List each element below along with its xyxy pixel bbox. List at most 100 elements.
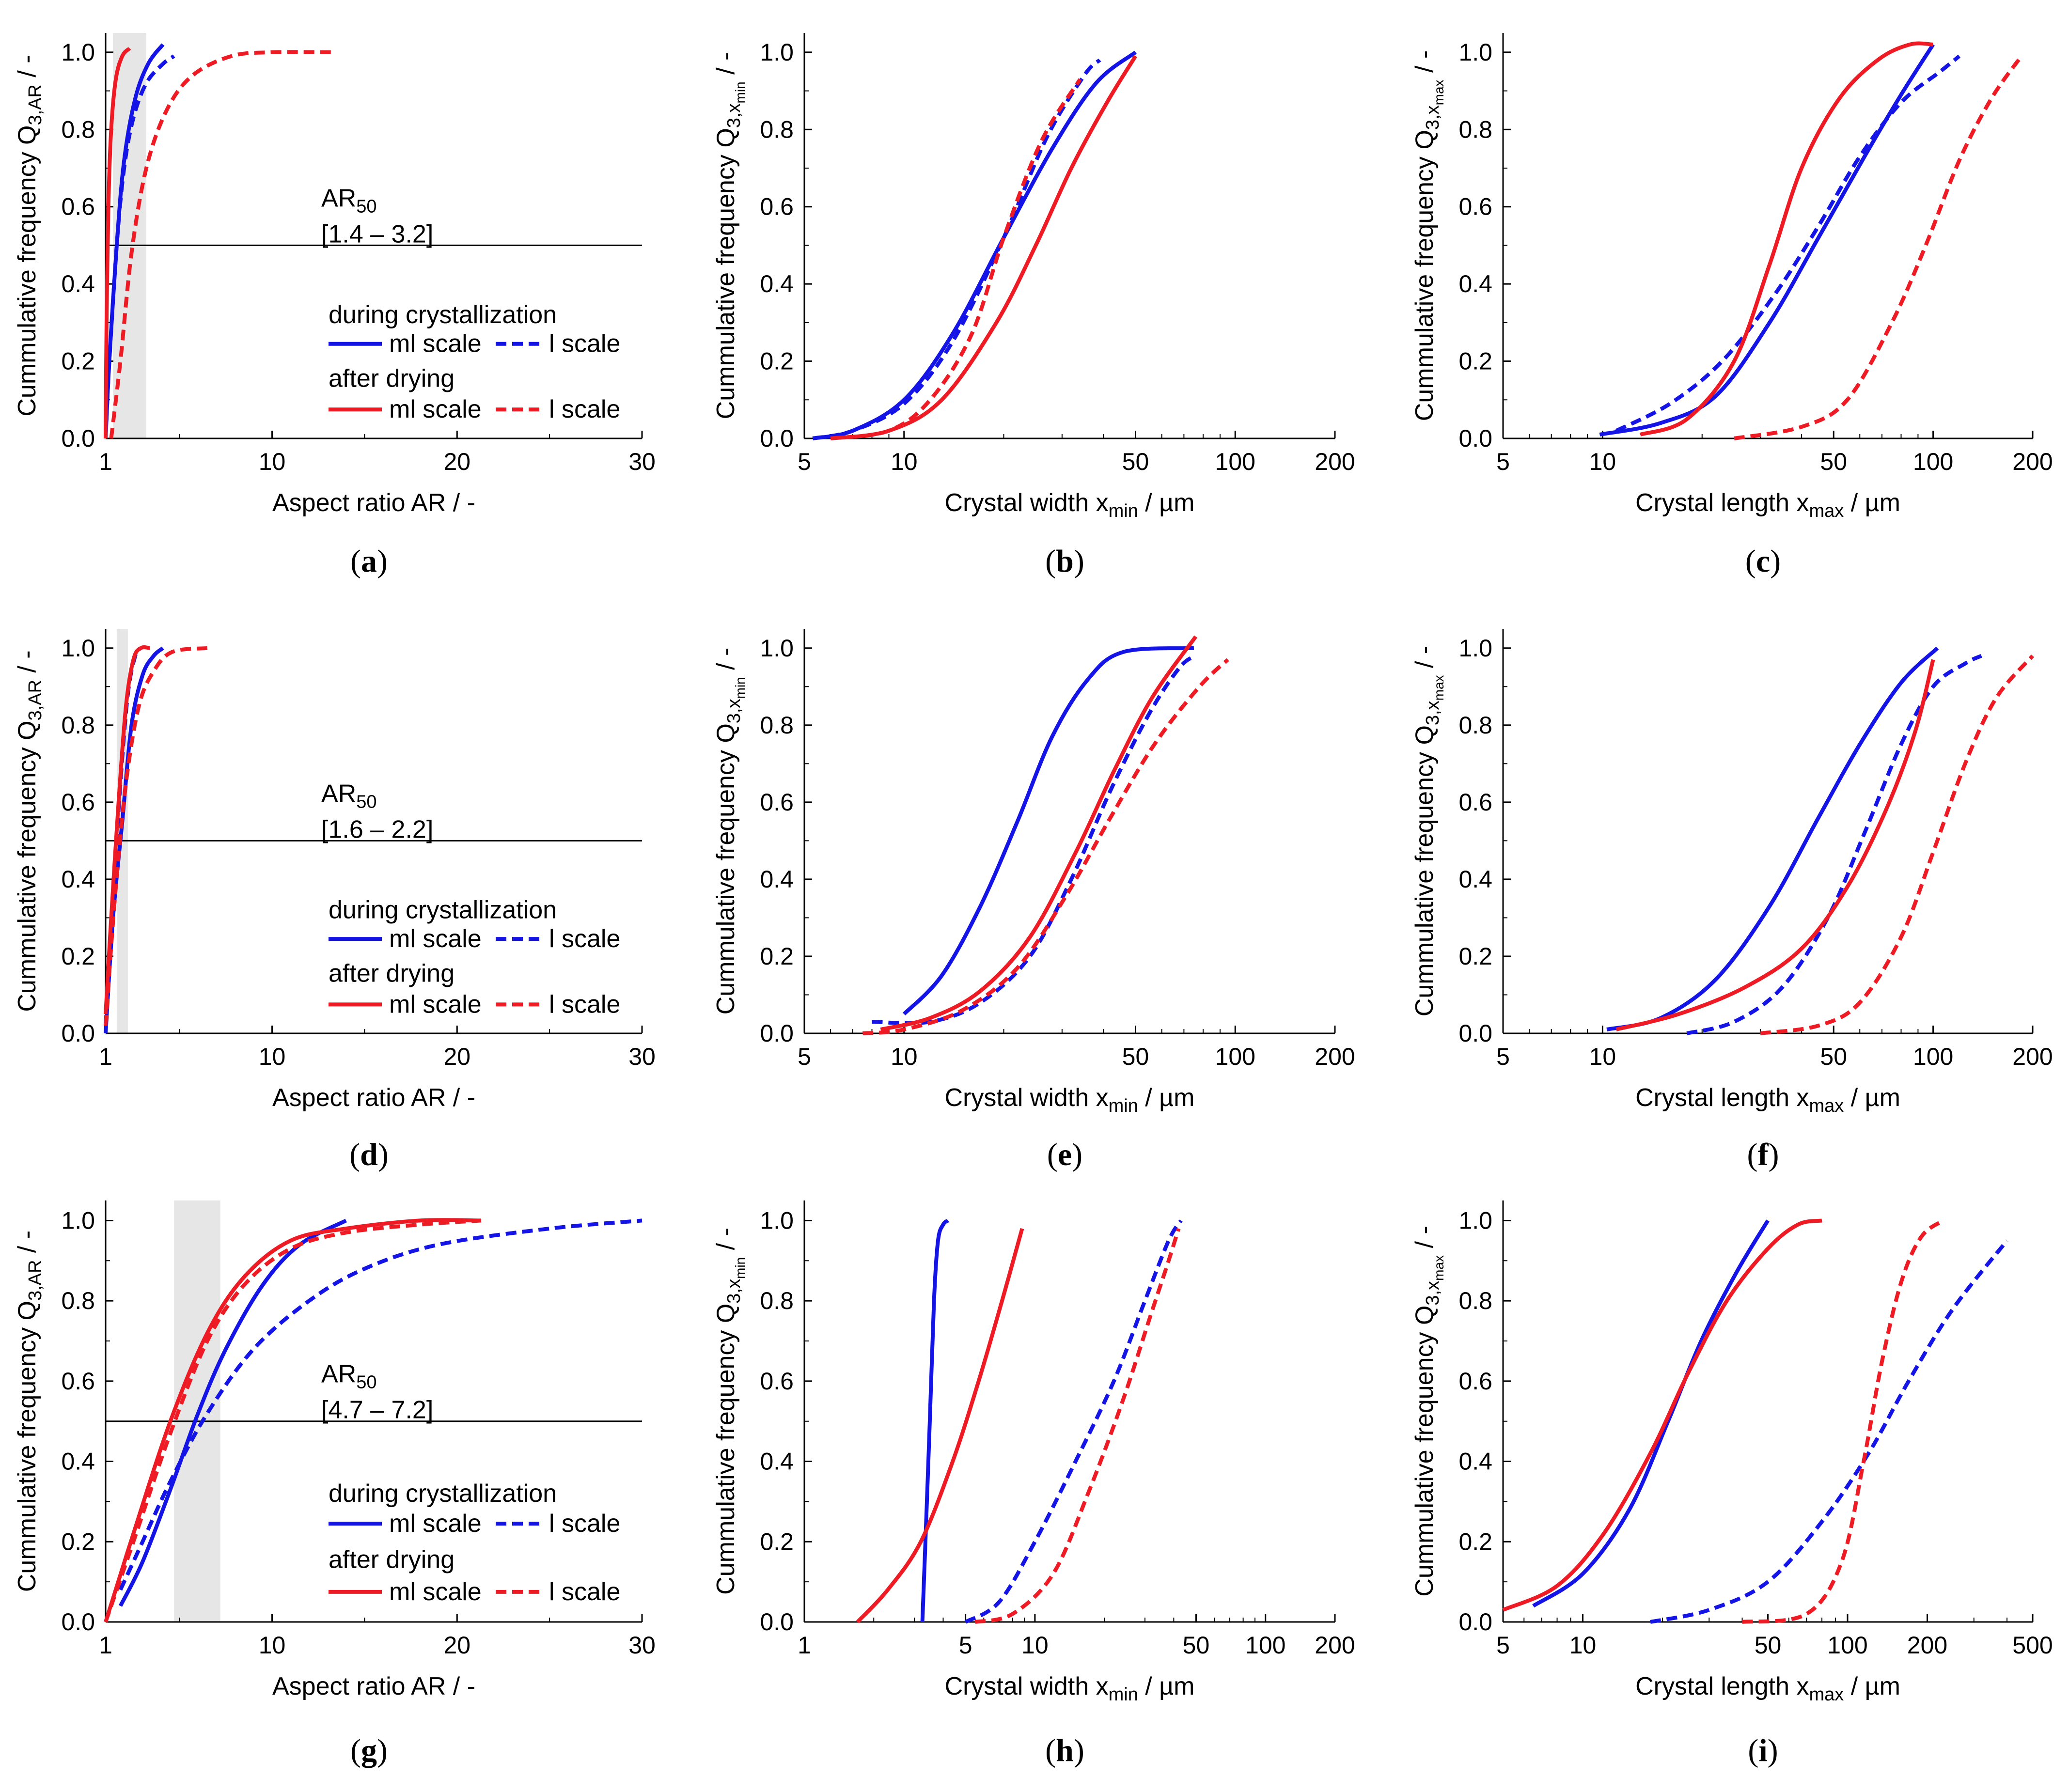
- y-tick-label: 0.2: [61, 943, 95, 970]
- x-axis-title-main: Crystal width x: [945, 1672, 1109, 1700]
- panel-label-close: ): [1074, 1733, 1084, 1768]
- series-line-blue-dashed: [118, 1218, 643, 1591]
- y-axis-title-tail: / -: [712, 648, 740, 677]
- y-axis-title: Cummulative frequency Q3,AR / -: [13, 650, 46, 1012]
- legend-label-ml: ml scale: [389, 395, 482, 423]
- panel-label-letter: g: [361, 1733, 377, 1768]
- x-tick-label: 10: [1589, 1043, 1616, 1070]
- chart-panel-g: 0.0 0.2 0.4 0.6 0.8 1.0 1 10 20 30 Aspect ratio AR…: [13, 1200, 656, 1768]
- x-tick-label: 10: [1569, 1632, 1597, 1659]
- y-tick-label: 0.8: [760, 116, 794, 143]
- y-axis-title-tail: / -: [13, 650, 41, 680]
- x-axis-title: Crystal width xmin / µm: [945, 1084, 1195, 1116]
- x-axis-title: Crystal width xmin / µm: [945, 489, 1195, 521]
- x-tick-label: 50: [1820, 448, 1847, 475]
- x-tick-label: 1: [99, 448, 112, 475]
- y-axis-title-main: Cummulative frequency Q: [13, 125, 41, 417]
- ar50-label: AR50: [321, 1360, 377, 1393]
- panel-label-letter: f: [1758, 1137, 1769, 1172]
- y-axis-title-sub2: max: [1431, 79, 1446, 105]
- panel-label: (a): [350, 544, 388, 579]
- panel-label: (e): [1047, 1137, 1082, 1172]
- x-tick-label: 200: [1907, 1632, 1947, 1659]
- panel-label: (f): [1747, 1137, 1779, 1172]
- ar50-sub: 50: [356, 1372, 376, 1393]
- x-tick-label: 30: [628, 1043, 656, 1070]
- x-tick-label: 50: [1755, 1632, 1782, 1659]
- x-tick-label: 1: [798, 1632, 811, 1659]
- x-tick-label: 5: [798, 448, 811, 475]
- y-tick-label: 0.8: [61, 712, 95, 739]
- series-line-red-solid: [1502, 1218, 1822, 1612]
- y-tick-label: 0.0: [61, 1020, 95, 1047]
- x-axis-title-tail: / µm: [1844, 489, 1900, 517]
- panel-label-open: (: [1748, 1733, 1758, 1768]
- chart-panel-e: 0.0 0.2 0.4 0.6 0.8 1.0 5 10 50 100 200 Crystal wid…: [712, 629, 1355, 1172]
- x-tick-label: 200: [2012, 1043, 2053, 1070]
- y-tick-label: 1.0: [1458, 635, 1492, 662]
- series-line-blue-solid: [118, 1218, 347, 1607]
- y-tick-label: 0.4: [61, 1448, 95, 1475]
- series-line-red-dashed: [109, 50, 331, 439]
- x-tick-label: 10: [891, 448, 918, 475]
- panel-label: (i): [1748, 1733, 1778, 1768]
- y-tick-label: 0.6: [1458, 1368, 1492, 1395]
- x-tick-label: 1: [99, 1043, 112, 1070]
- legend-group-during: during crystallization: [329, 1480, 557, 1508]
- panel-label-close: ): [1768, 1137, 1779, 1172]
- y-tick-label: 0.8: [1458, 116, 1492, 143]
- series-line-red-dashed: [1734, 55, 2023, 440]
- x-tick-label: 20: [443, 448, 470, 475]
- x-tick-label: 10: [259, 1043, 286, 1070]
- x-tick-label: 10: [259, 1632, 286, 1659]
- ar50-range: [1.6 – 2.2]: [321, 815, 433, 843]
- x-axis-title-main: Crystal length x: [1635, 1084, 1809, 1112]
- y-axis-title: Cummulative frequency Q3,xmin / -: [712, 1228, 748, 1595]
- y-axis-title-tail: / -: [712, 52, 740, 82]
- series-line-red-dashed: [1760, 654, 2035, 1035]
- series-line-red-solid: [104, 645, 151, 1014]
- panel-label-open: (: [1045, 1733, 1056, 1768]
- x-tick-label: 100: [1913, 1043, 1953, 1070]
- series-line-blue-dashed: [1650, 1239, 2009, 1624]
- y-tick-label: 0.8: [1458, 1287, 1492, 1314]
- y-tick-label: 0.0: [1458, 425, 1492, 452]
- x-tick-label: 5: [798, 1043, 811, 1070]
- x-axis-title-sub: max: [1809, 1096, 1844, 1116]
- series-line-blue-solid: [812, 50, 1137, 440]
- series-line-blue-solid: [1599, 43, 1935, 436]
- x-axis-title: Crystal width xmin / µm: [945, 1672, 1195, 1705]
- y-tick-label: 0.2: [61, 348, 95, 375]
- x-tick-label: 500: [2012, 1632, 2053, 1659]
- y-tick-label: 1.0: [760, 39, 794, 66]
- panel-label-open: (: [1747, 1137, 1758, 1172]
- x-tick-label: 10: [1021, 1632, 1049, 1659]
- x-tick-label: 5: [959, 1632, 972, 1659]
- y-tick-label: 1.0: [1458, 39, 1492, 66]
- y-axis-title-sub2: min: [733, 677, 748, 699]
- legend-group-after: after drying: [329, 1546, 455, 1574]
- y-axis-title-sub: 3,x: [724, 1279, 744, 1304]
- x-axis-title: Crystal length xmax / µm: [1635, 1084, 1900, 1116]
- x-axis-title-sub: max: [1809, 1684, 1844, 1705]
- panel-label-close: ): [378, 1137, 389, 1172]
- legend-label-l: l scale: [549, 395, 620, 423]
- series-line-red-solid: [880, 635, 1198, 1031]
- ar50-title: AR: [321, 1360, 356, 1388]
- x-tick-label: 100: [1827, 1632, 1867, 1659]
- y-tick-label: 0.4: [61, 866, 95, 893]
- y-tick-label: 1.0: [760, 635, 794, 662]
- panel-label-open: (: [349, 1137, 360, 1172]
- y-tick-label: 0.0: [760, 1608, 794, 1636]
- y-tick-label: 0.2: [61, 1528, 95, 1555]
- series-line-red-solid: [1639, 41, 1933, 436]
- x-axis-title-main: Crystal length x: [1635, 1672, 1809, 1700]
- ar50-title: AR: [321, 779, 356, 808]
- x-tick-label: 10: [1589, 448, 1616, 475]
- y-axis-title-sub2: max: [1431, 1255, 1446, 1281]
- x-tick-label: 100: [1913, 448, 1953, 475]
- legend-label-ml: ml scale: [389, 330, 482, 358]
- y-tick-label: 0.8: [61, 116, 95, 143]
